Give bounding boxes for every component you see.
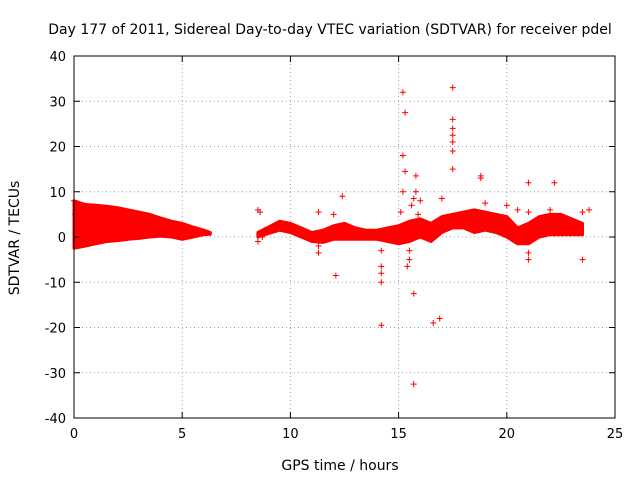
data-point xyxy=(378,270,385,277)
data-point xyxy=(261,227,268,234)
y-axis-label: SDTVAR / TECUs xyxy=(7,181,23,296)
data-point xyxy=(315,249,322,256)
data-point xyxy=(449,84,456,91)
data-point xyxy=(315,209,322,216)
x-tick-label: 10 xyxy=(282,427,299,442)
data-point xyxy=(412,172,419,179)
y-tick-label: 30 xyxy=(49,95,66,110)
y-tick-label: -30 xyxy=(45,367,66,382)
data-point xyxy=(449,132,456,139)
chart-title: Day 177 of 2011, Sidereal Day-to-day VTE… xyxy=(48,22,612,38)
data-point xyxy=(397,209,404,216)
data-point xyxy=(406,256,413,263)
data-point xyxy=(259,234,266,240)
data-point xyxy=(547,206,554,213)
data-point xyxy=(257,209,264,216)
data-point xyxy=(525,179,532,186)
data-point xyxy=(406,247,413,254)
y-tick-label: 10 xyxy=(49,186,66,201)
x-axis-label: GPS time / hours xyxy=(281,458,398,474)
data-point xyxy=(449,138,456,145)
x-tick-label: 15 xyxy=(390,427,407,442)
data-point xyxy=(579,209,586,216)
y-tick-label: -20 xyxy=(45,322,66,337)
x-tick-label: 20 xyxy=(499,427,516,442)
data-point xyxy=(378,263,385,270)
data-point xyxy=(410,290,417,297)
data-point xyxy=(436,315,443,322)
data-point xyxy=(525,249,532,256)
data-point xyxy=(72,211,79,218)
y-tick-label: 40 xyxy=(49,50,66,65)
data-point xyxy=(525,209,532,216)
data-point xyxy=(399,89,406,96)
data-point xyxy=(410,195,417,202)
data-point xyxy=(525,256,532,263)
data-point xyxy=(449,166,456,173)
data-point xyxy=(399,188,406,195)
data-point xyxy=(408,202,415,209)
data-point xyxy=(378,279,385,286)
data-point xyxy=(449,125,456,132)
x-tick-label: 0 xyxy=(70,427,78,442)
data-point xyxy=(332,272,339,279)
data-point xyxy=(551,179,558,186)
data-point xyxy=(438,195,445,202)
data-point xyxy=(449,116,456,123)
x-tick-label: 25 xyxy=(607,427,624,442)
data-point xyxy=(430,319,437,326)
data-point xyxy=(404,263,411,270)
y-tick-label: 0 xyxy=(58,231,66,246)
data-point xyxy=(415,211,422,218)
data-point xyxy=(399,152,406,159)
data-point xyxy=(514,206,521,213)
data-point xyxy=(579,256,586,263)
data-point xyxy=(378,247,385,254)
data-band xyxy=(256,208,584,246)
data-point xyxy=(482,200,489,207)
data-point xyxy=(378,322,385,329)
data-band xyxy=(72,199,212,250)
data-point xyxy=(503,202,510,209)
data-point xyxy=(339,193,346,200)
data-point xyxy=(586,206,593,213)
data-layer xyxy=(71,84,593,388)
data-point xyxy=(254,238,261,245)
y-tick-label: -10 xyxy=(45,276,66,291)
data-point xyxy=(417,197,424,204)
data-point xyxy=(410,381,417,388)
data-point xyxy=(315,243,322,250)
tick-layer: 0 5 10 15 20 25 -40 -30 -20 -10 0 10 20 30 40 xyxy=(45,50,624,442)
data-point xyxy=(402,168,409,175)
data-point xyxy=(449,148,456,155)
data-point xyxy=(330,211,337,218)
data-point xyxy=(412,188,419,195)
y-tick-label: 20 xyxy=(49,141,66,156)
data-point xyxy=(477,172,484,179)
x-tick-label: 5 xyxy=(178,427,186,442)
data-point xyxy=(402,109,409,116)
y-tick-label: -40 xyxy=(45,412,66,427)
